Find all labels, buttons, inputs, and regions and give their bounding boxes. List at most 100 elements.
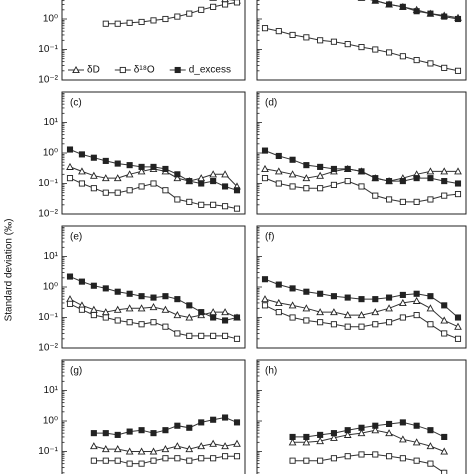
marker (427, 321, 434, 328)
marker (399, 53, 406, 60)
y-tick-label: 10⁰ (43, 282, 58, 293)
marker (90, 442, 98, 450)
marker (289, 31, 296, 38)
marker (125, 447, 134, 455)
panel-label: (c) (70, 98, 82, 109)
y-tick-label: 10⁰ (43, 14, 58, 25)
marker (399, 3, 406, 10)
y-axis-label: Standard deviation (‰) (4, 219, 15, 322)
marker (427, 427, 434, 434)
marker (221, 442, 229, 450)
marker (198, 455, 205, 462)
y-tick-label: 10¹ (44, 251, 59, 262)
marker (222, 183, 229, 190)
plot-frame (61, 225, 246, 349)
marker (344, 323, 351, 330)
marker (399, 291, 406, 298)
marker (114, 431, 121, 438)
marker (372, 422, 379, 429)
marker (90, 305, 98, 313)
series-line (292, 454, 445, 474)
marker (233, 205, 241, 212)
plot-frame (256, 91, 467, 215)
panel-label: (d) (265, 98, 277, 109)
marker (261, 175, 269, 182)
marker (289, 285, 296, 292)
marker (344, 165, 351, 172)
marker (454, 15, 462, 23)
marker (303, 162, 310, 169)
marker (138, 183, 145, 190)
marker (150, 430, 157, 437)
marker (90, 154, 97, 161)
marker (72, 65, 80, 74)
marker (427, 10, 434, 17)
marker (162, 187, 169, 194)
marker (413, 312, 420, 319)
marker (426, 304, 435, 312)
panel: (f) (256, 225, 467, 349)
marker (150, 294, 157, 301)
panel: 10⁻² 10⁻¹ 10⁰ 10¹ (c) (38, 91, 246, 220)
marker (330, 433, 338, 441)
marker (454, 314, 462, 321)
legend-label: d_excess (189, 65, 231, 76)
marker (317, 37, 324, 44)
marker (316, 308, 324, 316)
marker (186, 198, 193, 205)
marker (114, 457, 121, 464)
marker (413, 290, 420, 297)
marker (114, 288, 121, 295)
marker (372, 321, 379, 328)
marker (316, 437, 324, 445)
marker (173, 311, 182, 319)
marker (357, 429, 366, 437)
marker (174, 171, 181, 178)
panel-label: (h) (265, 366, 277, 377)
marker (222, 414, 229, 421)
marker (372, 296, 379, 303)
marker (102, 457, 109, 464)
legend-label: δD (87, 65, 100, 76)
marker (303, 317, 310, 324)
series-line (105, 1, 238, 25)
marker (186, 424, 193, 431)
marker (454, 335, 462, 342)
marker (386, 178, 393, 185)
marker (90, 282, 97, 289)
marker (261, 295, 269, 303)
marker (119, 66, 126, 74)
plot-frame (61, 359, 246, 474)
marker (302, 304, 311, 312)
y-tick-label: 10¹ (44, 117, 59, 128)
marker (330, 165, 337, 172)
marker (413, 422, 420, 429)
marker (78, 306, 85, 313)
marker (358, 424, 365, 431)
marker (289, 314, 296, 321)
marker (441, 178, 448, 185)
marker (275, 152, 282, 160)
marker (90, 430, 97, 437)
marker (174, 13, 181, 20)
marker (150, 319, 157, 326)
marker (186, 302, 193, 309)
marker (101, 174, 110, 182)
marker (102, 314, 109, 321)
marker (233, 439, 241, 447)
marker (90, 171, 98, 179)
marker (385, 304, 393, 312)
series-line (292, 429, 445, 452)
marker (412, 438, 421, 446)
marker (198, 6, 205, 13)
marker (102, 285, 109, 292)
panel-label: (f) (265, 232, 274, 243)
marker (330, 181, 337, 188)
marker (125, 304, 134, 312)
plot-frame (256, 0, 467, 81)
marker (210, 455, 217, 462)
marker (427, 460, 434, 467)
marker (386, 49, 393, 56)
y-tick-label: 10⁻² (38, 75, 58, 86)
marker (138, 460, 145, 467)
